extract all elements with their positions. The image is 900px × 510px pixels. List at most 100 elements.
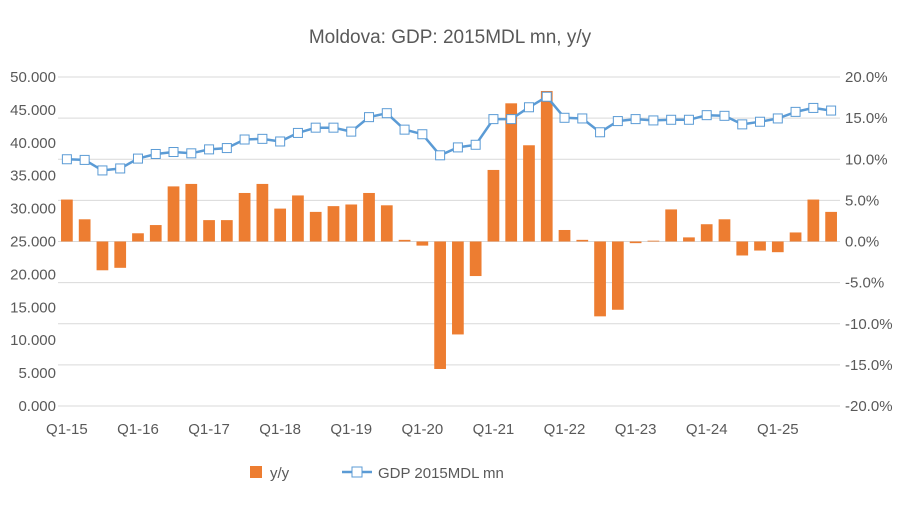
yoy-bar xyxy=(469,241,482,277)
yoy-bar xyxy=(292,195,304,242)
yoy-bar xyxy=(167,186,180,242)
gdp-point xyxy=(399,124,410,135)
yoy-bar xyxy=(380,205,393,242)
yoy-bar xyxy=(629,241,642,244)
legend-label-yoy: y/y xyxy=(270,465,290,482)
gdp-point xyxy=(826,105,837,116)
yoy-bar xyxy=(683,237,695,242)
yoy-bar xyxy=(61,199,73,242)
x-axis-tick-label: Q1-23 xyxy=(615,421,657,438)
gdp-point xyxy=(755,116,766,127)
axes: 0.000 5.000 10.000 15.000 20.000 25.000 30.000… xyxy=(10,69,892,438)
gdp-point xyxy=(292,127,303,138)
yoy-bar xyxy=(114,241,127,268)
gdp-point xyxy=(186,148,197,159)
left-axis-tick-label: 15.000 xyxy=(10,299,56,316)
left-axis-tick-label: 40.000 xyxy=(10,135,56,152)
right-axis-tick-label: 20.0% xyxy=(845,69,888,86)
right-axis-tick-label: -15.0% xyxy=(845,357,893,374)
gdp-point xyxy=(275,136,286,147)
gdp-point xyxy=(310,122,321,133)
yoy-bar xyxy=(434,241,446,369)
right-axis-tick-label: 15.0% xyxy=(845,110,888,127)
gdp-point xyxy=(523,102,534,113)
left-axis-tick-label: 10.000 xyxy=(10,332,56,349)
yoy-bar xyxy=(416,241,429,246)
gdp-point xyxy=(328,122,339,133)
gdp-point xyxy=(541,91,552,102)
gdp-point xyxy=(150,148,161,159)
gdp-point xyxy=(612,116,623,127)
yoy-bars xyxy=(61,90,837,369)
x-axis-tick-label: Q1-25 xyxy=(757,421,799,438)
yoy-bar xyxy=(345,204,358,242)
yoy-bar xyxy=(523,145,535,242)
yoy-bar xyxy=(505,103,518,242)
gdp-point xyxy=(79,154,90,165)
gdp-point xyxy=(115,163,126,174)
x-axis-tick-label: Q1-15 xyxy=(46,421,88,438)
yoy-bar xyxy=(789,232,802,242)
yoy-bar xyxy=(718,219,731,242)
gdp-point xyxy=(737,119,748,130)
yoy-bar xyxy=(398,239,411,242)
gdp-point xyxy=(559,112,570,123)
left-axis-tick-label: 0.000 xyxy=(18,398,56,415)
yoy-bar xyxy=(363,192,375,242)
gdp-point xyxy=(595,127,606,138)
yoy-bar xyxy=(149,225,162,242)
gdp-point xyxy=(61,154,72,165)
right-axis-tick-label: -5.0% xyxy=(845,275,884,292)
yoy-bar xyxy=(771,241,784,253)
gdp-point xyxy=(221,143,232,154)
x-axis-tick-label: Q1-17 xyxy=(188,421,230,438)
yoy-bar xyxy=(256,183,269,242)
yoy-bar xyxy=(576,239,589,242)
yoy-bar xyxy=(611,241,624,310)
yoy-bar xyxy=(736,241,749,256)
gdp-point xyxy=(452,142,463,153)
gdp-point xyxy=(97,165,108,176)
gdp-point xyxy=(719,110,730,121)
yoy-bar xyxy=(594,241,606,317)
gdp-point xyxy=(577,113,588,124)
left-axis-tick-label: 25.000 xyxy=(10,234,56,251)
left-axis-tick-label: 45.000 xyxy=(10,102,56,119)
yoy-bar xyxy=(487,169,500,242)
yoy-bar xyxy=(96,241,109,271)
yoy-bar xyxy=(647,240,660,242)
right-axis-tick-label: -10.0% xyxy=(845,316,893,333)
gdp-point xyxy=(364,112,375,123)
yoy-bar xyxy=(185,183,198,242)
yoy-bar xyxy=(132,233,144,242)
gdp-point xyxy=(470,139,481,150)
yoy-bar xyxy=(327,206,340,242)
yoy-bar xyxy=(309,211,322,242)
left-axis-tick-label: 5.000 xyxy=(18,365,56,382)
x-axis-tick-label: Q1-21 xyxy=(473,421,515,438)
yoy-bar xyxy=(665,209,678,242)
chart-title: Moldova: GDP: 2015MDL mn, y/y xyxy=(309,27,592,48)
x-axis-tick-label: Q1-20 xyxy=(401,421,443,438)
yoy-bar xyxy=(220,220,233,242)
yoy-bar xyxy=(238,192,251,242)
gdp-point xyxy=(808,102,819,113)
left-axis-tick-label: 20.000 xyxy=(10,266,56,283)
gdp-point xyxy=(666,114,677,125)
yoy-bar xyxy=(78,219,91,242)
left-axis-tick-label: 30.000 xyxy=(10,201,56,218)
left-axis-tick-label: 35.000 xyxy=(10,168,56,185)
gdp-point xyxy=(683,114,694,125)
yoy-bar xyxy=(825,211,837,242)
yoy-bar xyxy=(558,229,571,242)
gdp-point xyxy=(790,106,801,117)
gdp-line xyxy=(61,91,837,176)
gdp-point xyxy=(506,114,517,125)
gdp-point xyxy=(239,134,250,145)
gdp-point xyxy=(168,147,179,158)
right-axis-tick-label: -20.0% xyxy=(845,398,893,415)
right-axis-tick-label: 0.0% xyxy=(845,234,879,251)
yoy-bar xyxy=(274,208,287,242)
